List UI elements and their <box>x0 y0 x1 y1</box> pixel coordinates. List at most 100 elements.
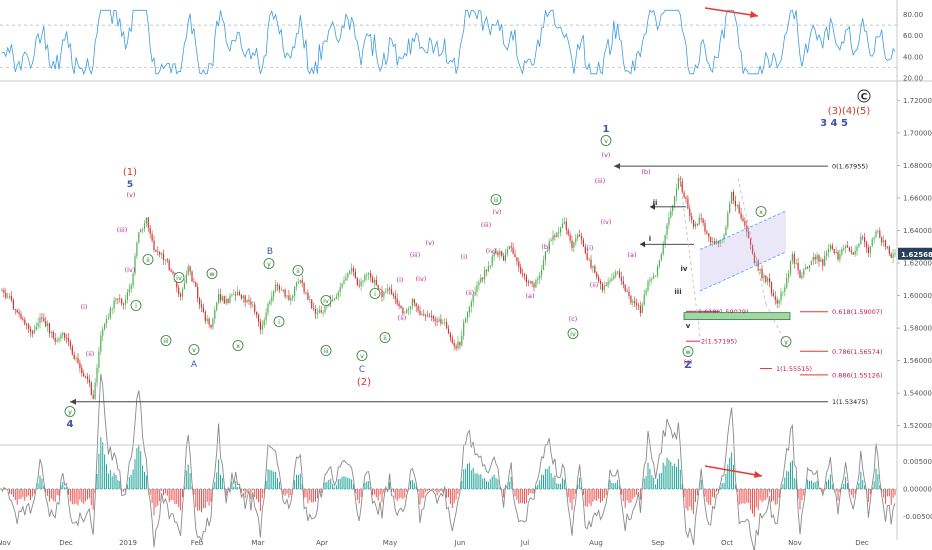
candle-body <box>527 281 529 283</box>
candle-body <box>366 274 368 276</box>
candle-body <box>761 268 763 278</box>
candle-body <box>157 251 159 253</box>
candle-body <box>307 292 309 300</box>
candle-body <box>451 338 453 344</box>
wave-label: iv <box>570 330 576 338</box>
candle-body <box>778 300 780 304</box>
candle-body <box>94 382 96 399</box>
candle-body <box>189 266 191 272</box>
candle-body <box>90 382 92 396</box>
candle-body <box>884 240 887 247</box>
fib-label: 1.618(1.59029) <box>698 308 749 316</box>
candle-body <box>151 234 153 241</box>
candle-body <box>136 242 138 257</box>
fib-label: 0.786(1.56574) <box>832 348 883 356</box>
candle-body <box>843 247 845 250</box>
candle-body <box>436 321 438 322</box>
x-tick-label: Mar <box>251 539 264 547</box>
candle-body <box>580 236 583 240</box>
candle-body <box>655 275 657 277</box>
wave-label: i <box>135 302 137 310</box>
candle-body <box>166 259 168 261</box>
wave-label: w <box>685 348 691 356</box>
candle-body <box>333 298 336 300</box>
candle-body <box>558 232 560 234</box>
fib-label: 0.618(1.59007) <box>832 308 883 316</box>
price-tick-label: 1.68000 <box>903 162 932 170</box>
candle-body <box>216 302 218 311</box>
candle-body <box>875 231 877 238</box>
wave-label-circle <box>130 300 142 311</box>
candle-body <box>634 301 636 304</box>
candle-body <box>269 301 271 304</box>
candle-body <box>62 332 64 335</box>
candle-body <box>318 310 320 313</box>
candle-body <box>476 285 478 292</box>
candle-body <box>812 256 814 261</box>
candle-body <box>178 287 180 295</box>
candle-body <box>522 273 524 275</box>
fib-label: 2(1.57195) <box>701 338 737 346</box>
wave-label-minor: (iv) <box>601 218 612 226</box>
candle-body <box>320 310 322 313</box>
candle-body <box>744 220 746 226</box>
candle-body <box>10 296 13 301</box>
candle-body <box>721 239 723 241</box>
candle-body <box>453 343 455 347</box>
candle-body <box>510 246 512 248</box>
candle-body <box>383 291 385 297</box>
candle-body <box>708 233 710 238</box>
rsi-panel <box>0 7 897 76</box>
candle-body <box>105 318 108 324</box>
candle-body <box>845 245 847 248</box>
candle-body <box>400 306 402 308</box>
candle-body <box>41 317 43 319</box>
candle-body <box>294 286 296 296</box>
candle-body <box>316 312 318 314</box>
candle-body <box>628 291 630 296</box>
candle-body <box>267 303 269 313</box>
candle-body <box>432 316 434 319</box>
candle-body <box>259 321 261 330</box>
wave-label-minor: (b) <box>641 168 650 176</box>
candle-body <box>841 249 843 255</box>
candle-body <box>571 240 573 248</box>
candle-body <box>155 249 157 252</box>
candle-body <box>85 376 87 378</box>
candle-body <box>214 310 216 319</box>
candle-body <box>459 341 461 346</box>
wave-label-circle <box>142 254 154 265</box>
wave-label-a: A <box>191 360 198 370</box>
candle-body <box>113 300 115 309</box>
oscillator-divergence-arrow <box>704 465 763 477</box>
fib-arrowhead <box>70 398 76 405</box>
candle-body <box>164 259 166 261</box>
candle-body <box>176 280 178 288</box>
wave-label-minor: (i) <box>81 303 88 311</box>
candle-body <box>675 188 678 197</box>
candle-body <box>351 268 353 272</box>
candle-body <box>56 340 58 342</box>
candle-body <box>569 234 571 241</box>
candle-body <box>767 278 769 282</box>
candle-body <box>793 253 795 264</box>
candle-body <box>256 311 258 315</box>
candle-body <box>470 301 472 307</box>
candle-body <box>47 323 49 327</box>
candle-body <box>235 294 237 296</box>
oscillator-tick-label: 0.00000 <box>903 486 932 494</box>
candle-body <box>428 315 431 317</box>
candle-body <box>592 266 594 268</box>
candle-body <box>248 299 250 302</box>
candle-body <box>871 239 873 247</box>
candle-body <box>468 306 470 313</box>
candle-body <box>107 317 109 319</box>
candle-body <box>392 293 394 296</box>
candle-body <box>45 321 47 327</box>
wave-label: ii <box>383 334 387 342</box>
candle-body <box>35 326 37 330</box>
wave-label-circle <box>263 258 275 269</box>
candle-body <box>77 357 79 363</box>
candle-body <box>518 261 520 268</box>
candle-body <box>303 283 305 293</box>
